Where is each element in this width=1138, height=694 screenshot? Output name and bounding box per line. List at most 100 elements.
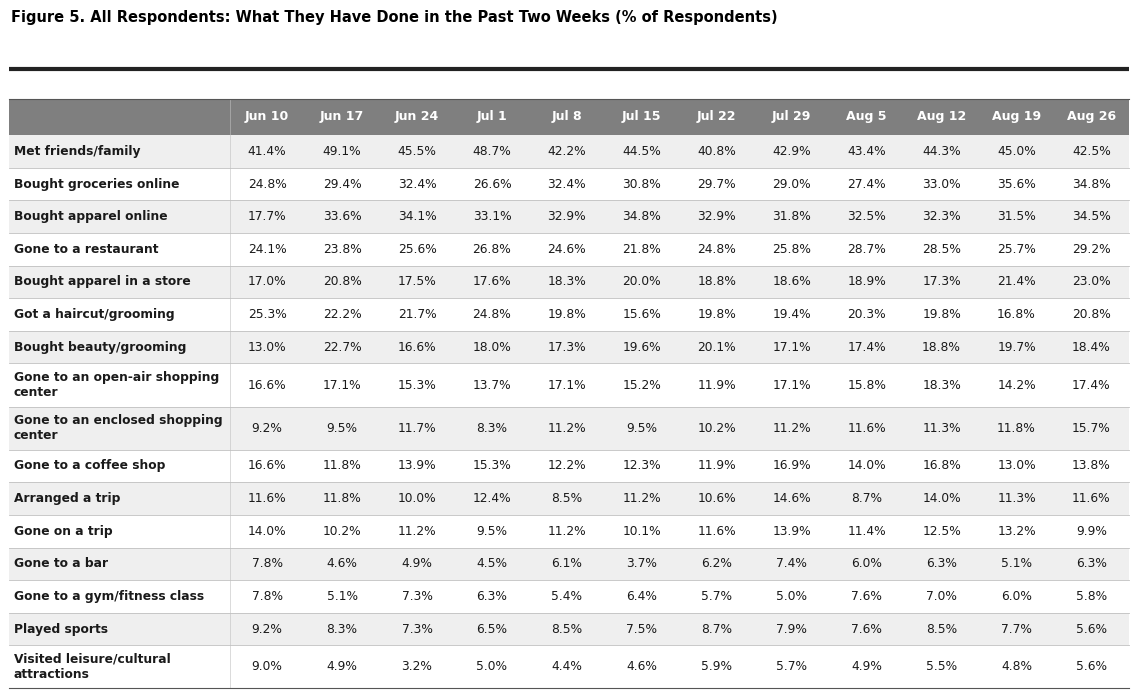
Text: 24.8%: 24.8%	[472, 308, 511, 321]
Text: 11.2%: 11.2%	[773, 421, 811, 434]
Text: 5.6%: 5.6%	[1075, 661, 1107, 673]
Text: 42.5%: 42.5%	[1072, 145, 1111, 158]
Text: Gone to an open-air shopping
center: Gone to an open-air shopping center	[14, 371, 218, 399]
Text: 4.9%: 4.9%	[851, 661, 882, 673]
Text: 27.4%: 27.4%	[848, 178, 887, 191]
Text: 21.7%: 21.7%	[397, 308, 436, 321]
Text: Jul 15: Jul 15	[622, 110, 661, 124]
Text: 17.5%: 17.5%	[397, 276, 436, 289]
Text: 5.4%: 5.4%	[552, 590, 583, 603]
Text: 6.3%: 6.3%	[1077, 557, 1107, 570]
Text: 14.0%: 14.0%	[848, 459, 887, 473]
Text: 42.9%: 42.9%	[773, 145, 811, 158]
Text: 21.8%: 21.8%	[622, 243, 661, 256]
Text: 9.9%: 9.9%	[1077, 525, 1107, 538]
Text: 6.3%: 6.3%	[477, 590, 508, 603]
Bar	[9, 548, 1129, 580]
Text: 33.0%: 33.0%	[922, 178, 960, 191]
Text: 31.5%: 31.5%	[997, 210, 1036, 223]
Text: 32.9%: 32.9%	[547, 210, 586, 223]
Text: 18.4%: 18.4%	[1072, 341, 1111, 354]
Text: 5.7%: 5.7%	[701, 590, 732, 603]
Text: 24.8%: 24.8%	[248, 178, 287, 191]
Text: 5.8%: 5.8%	[1075, 590, 1107, 603]
Text: 11.8%: 11.8%	[323, 459, 362, 473]
Text: 11.6%: 11.6%	[698, 525, 736, 538]
Text: 18.9%: 18.9%	[848, 276, 887, 289]
Text: 8.5%: 8.5%	[926, 623, 957, 636]
Text: 5.1%: 5.1%	[1001, 557, 1032, 570]
Text: 8.7%: 8.7%	[851, 492, 882, 505]
Text: 17.0%: 17.0%	[248, 276, 287, 289]
Text: 11.2%: 11.2%	[397, 525, 436, 538]
Text: 11.6%: 11.6%	[248, 492, 287, 505]
Bar	[9, 233, 1129, 266]
Text: 42.2%: 42.2%	[547, 145, 586, 158]
Text: Bought beauty/grooming: Bought beauty/grooming	[14, 341, 185, 354]
Text: 8.5%: 8.5%	[551, 492, 583, 505]
Text: 6.0%: 6.0%	[1001, 590, 1032, 603]
Text: 9.5%: 9.5%	[477, 525, 508, 538]
Text: 14.2%: 14.2%	[997, 378, 1036, 391]
Text: 20.3%: 20.3%	[848, 308, 887, 321]
Text: 11.8%: 11.8%	[997, 421, 1036, 434]
Text: 32.5%: 32.5%	[848, 210, 887, 223]
Text: 4.6%: 4.6%	[626, 661, 658, 673]
Text: 17.1%: 17.1%	[547, 378, 586, 391]
Text: 18.8%: 18.8%	[922, 341, 960, 354]
Text: 11.4%: 11.4%	[848, 525, 887, 538]
Text: 32.3%: 32.3%	[922, 210, 960, 223]
Text: 4.9%: 4.9%	[327, 661, 357, 673]
Text: 19.8%: 19.8%	[922, 308, 960, 321]
Text: 11.8%: 11.8%	[323, 492, 362, 505]
Text: 13.9%: 13.9%	[397, 459, 436, 473]
Text: Bought groceries online: Bought groceries online	[14, 178, 179, 191]
Text: 16.9%: 16.9%	[773, 459, 811, 473]
Text: 34.8%: 34.8%	[1072, 178, 1111, 191]
Bar	[9, 364, 1129, 407]
Text: Jul 1: Jul 1	[477, 110, 508, 124]
Text: 7.8%: 7.8%	[251, 590, 282, 603]
Bar	[9, 407, 1129, 450]
Text: 7.3%: 7.3%	[402, 623, 432, 636]
Text: 20.0%: 20.0%	[622, 276, 661, 289]
Text: 11.2%: 11.2%	[622, 492, 661, 505]
Bar	[9, 99, 1129, 135]
Text: 19.8%: 19.8%	[698, 308, 736, 321]
Text: 4.8%: 4.8%	[1001, 661, 1032, 673]
Text: 20.8%: 20.8%	[323, 276, 362, 289]
Text: 9.2%: 9.2%	[251, 421, 282, 434]
Text: Jun 17: Jun 17	[320, 110, 364, 124]
Text: Aug 5: Aug 5	[847, 110, 887, 124]
Text: 41.4%: 41.4%	[248, 145, 287, 158]
Text: 19.6%: 19.6%	[622, 341, 661, 354]
Text: 23.8%: 23.8%	[323, 243, 362, 256]
Text: 6.2%: 6.2%	[701, 557, 732, 570]
Text: 7.5%: 7.5%	[626, 623, 658, 636]
Text: 19.8%: 19.8%	[547, 308, 586, 321]
Text: 43.4%: 43.4%	[848, 145, 887, 158]
Text: 25.3%: 25.3%	[248, 308, 287, 321]
Text: 9.5%: 9.5%	[626, 421, 658, 434]
Text: 8.5%: 8.5%	[551, 623, 583, 636]
Text: 29.7%: 29.7%	[698, 178, 736, 191]
Text: 17.3%: 17.3%	[922, 276, 960, 289]
Text: 9.5%: 9.5%	[327, 421, 357, 434]
Text: 12.2%: 12.2%	[547, 459, 586, 473]
Text: 35.6%: 35.6%	[997, 178, 1036, 191]
Text: Gone to a coffee shop: Gone to a coffee shop	[14, 459, 165, 473]
Text: 49.1%: 49.1%	[323, 145, 362, 158]
Bar	[9, 515, 1129, 548]
Text: 33.6%: 33.6%	[323, 210, 362, 223]
Bar	[9, 201, 1129, 233]
Text: 17.7%: 17.7%	[248, 210, 287, 223]
Text: 17.4%: 17.4%	[1072, 378, 1111, 391]
Text: 22.7%: 22.7%	[323, 341, 362, 354]
Text: 31.8%: 31.8%	[773, 210, 811, 223]
Text: 11.9%: 11.9%	[698, 378, 736, 391]
Text: 8.3%: 8.3%	[477, 421, 508, 434]
Text: Figure 5. All Respondents: What They Have Done in the Past Two Weeks (% of Respo: Figure 5. All Respondents: What They Hav…	[11, 10, 778, 26]
Bar	[9, 135, 1129, 168]
Text: 13.7%: 13.7%	[472, 378, 511, 391]
Text: 17.1%: 17.1%	[773, 378, 811, 391]
